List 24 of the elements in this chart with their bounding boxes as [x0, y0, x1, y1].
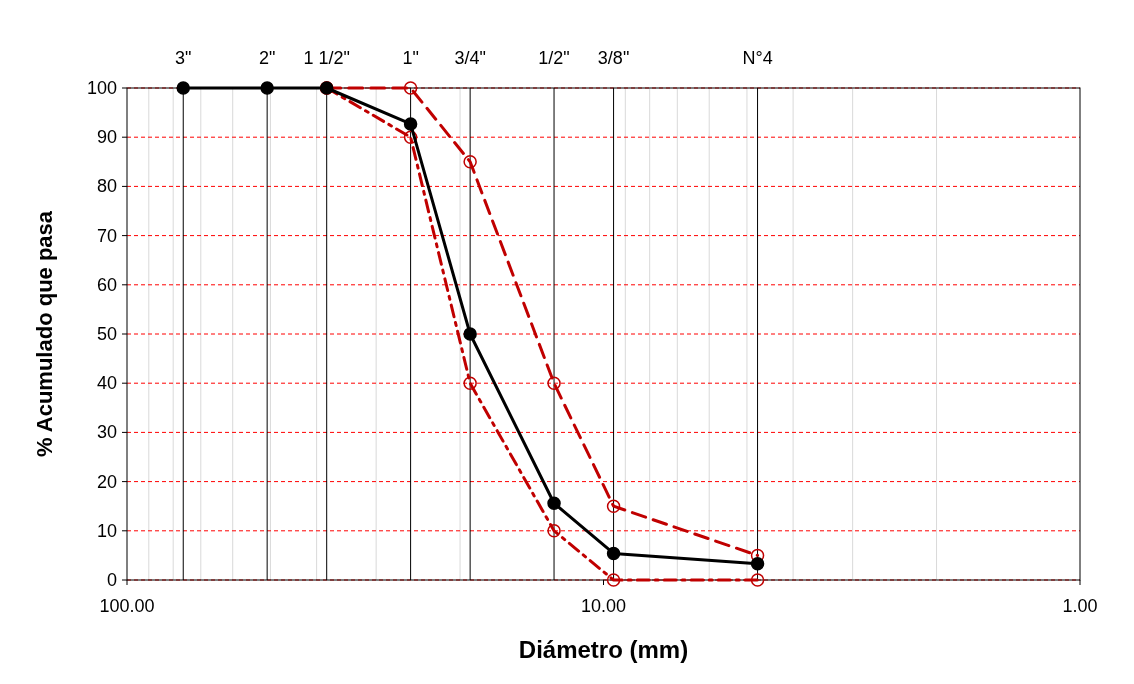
text: 3" [175, 48, 192, 68]
y-tick-label: 90 [96, 127, 117, 148]
text: 3/8" [597, 48, 630, 68]
x-tick-label: 10.00 [580, 596, 627, 616]
y-tick-label: 50 [96, 324, 117, 344]
text: 1" [402, 48, 419, 68]
y-axis-title: % Acumulado que pasa [32, 210, 57, 458]
y-tick-label: 40 [96, 373, 117, 394]
text: 1 1/2" [303, 48, 350, 68]
y-tick-label: 10 [96, 520, 117, 541]
y-tick-label: 30 [96, 422, 117, 443]
y-tick-label: 60 [96, 274, 117, 295]
y-tick-label: 70 [96, 225, 117, 246]
y-tick-label: 20 [96, 471, 117, 492]
x-tick-label: 100.00 [99, 596, 155, 616]
y-tick-label: 100 [86, 78, 117, 98]
x-axis-title: Diámetro (mm) [518, 636, 689, 663]
text: N°4 [742, 48, 773, 68]
y-tick-label: 80 [96, 176, 117, 197]
text: 3/4" [454, 48, 486, 68]
y-tick-label: 0 [106, 570, 117, 590]
text: 1/2" [538, 48, 570, 68]
x-tick-label: 1.00 [1062, 596, 1098, 616]
text: 2" [258, 48, 276, 68]
